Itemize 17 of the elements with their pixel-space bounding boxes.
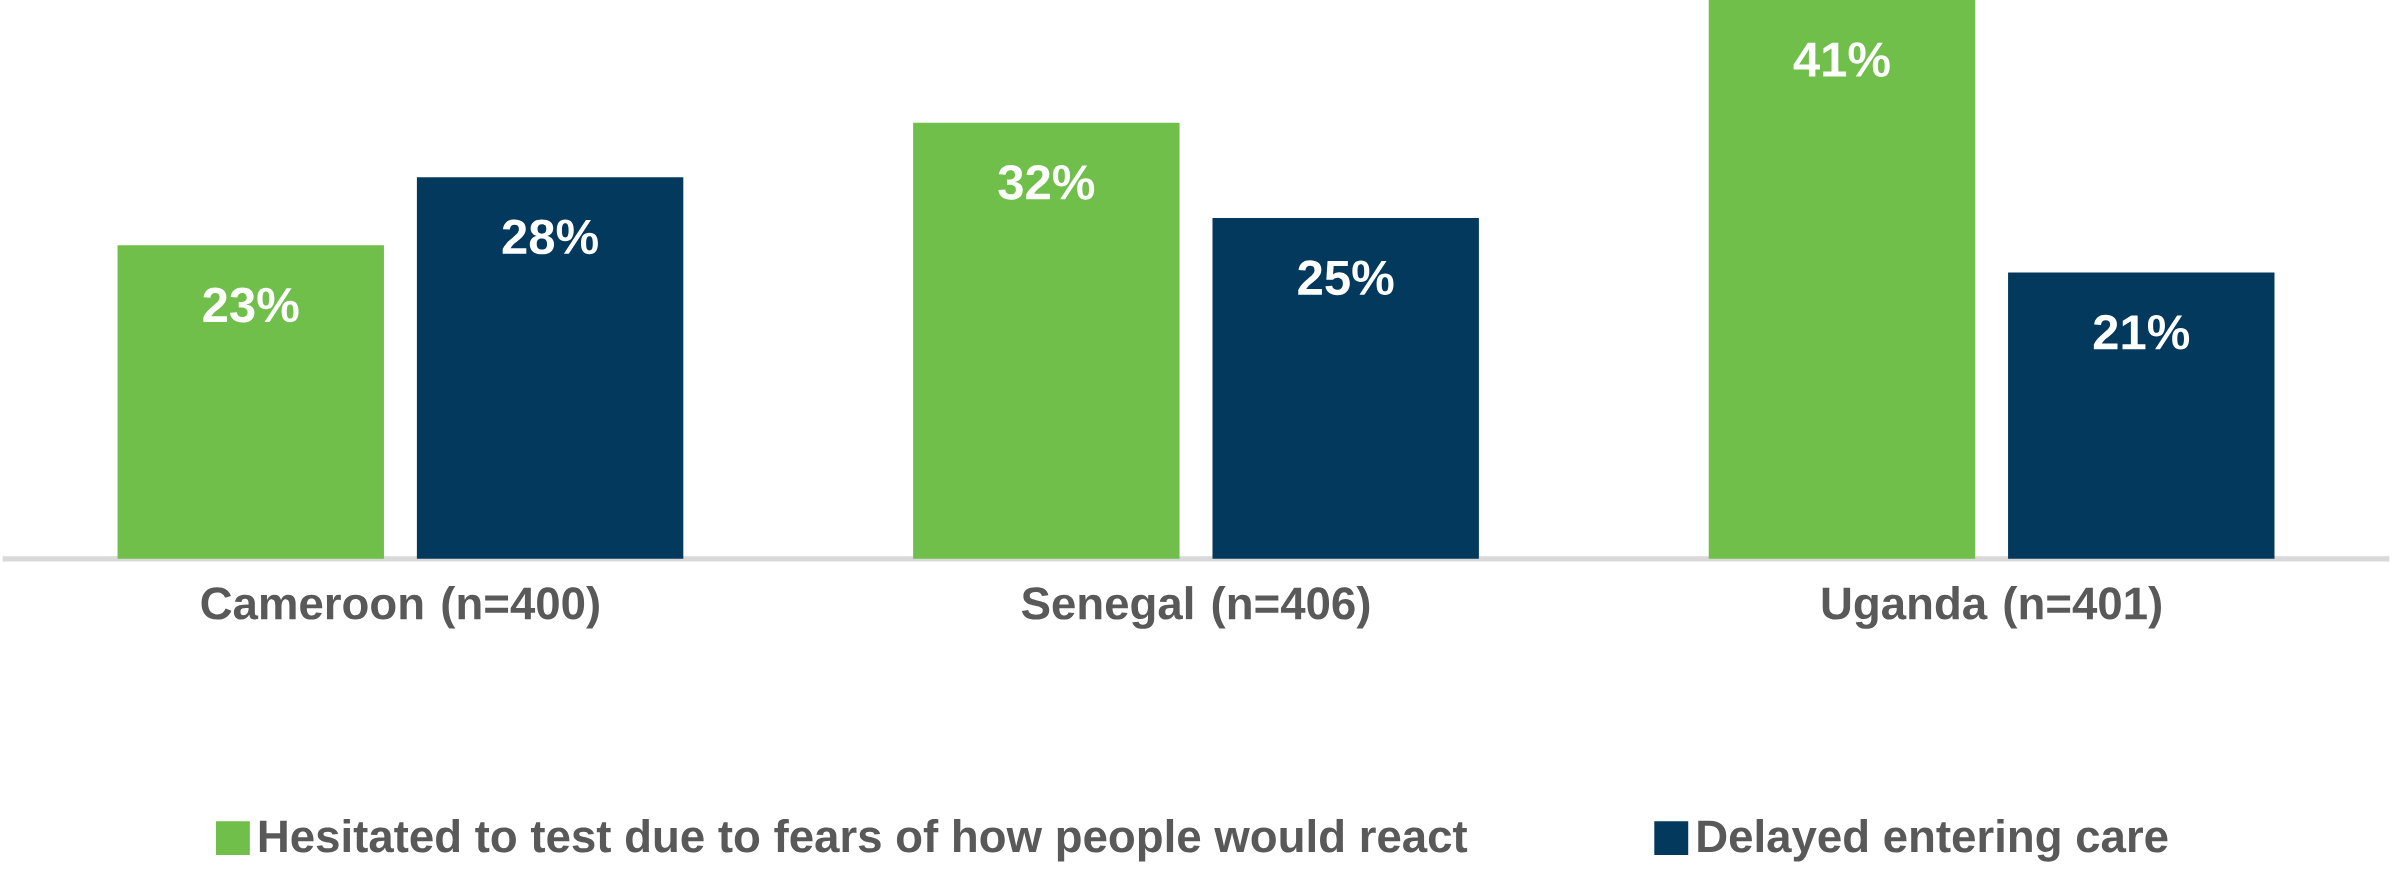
data-label: 21% [2093,314,2190,350]
data-label: 25% [1298,260,1394,295]
x-tick-label: Senegal (n=406) [1021,585,1370,629]
bar [416,177,684,559]
x-tick-label: Cameroon (n=400) [201,585,599,629]
data-label: 23% [203,287,299,323]
x-tick-label: Uganda (n=401) [1822,585,2161,629]
data-label: 41% [1793,42,1890,77]
legend-label: Hesitated to test due to fears of how people would react [259,818,1468,862]
data-label: 32% [998,164,1095,200]
legend-label: Delayed entering care [1698,818,2168,862]
bar [117,245,384,559]
bar [1708,0,1976,559]
bar [2008,272,2275,559]
bar [1212,217,1479,559]
bar [913,122,1180,559]
data-label: 28% [502,219,598,255]
